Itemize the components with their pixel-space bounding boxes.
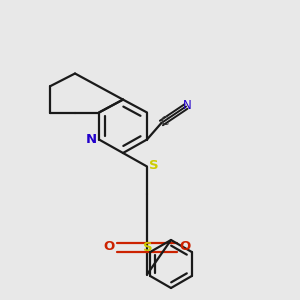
Text: C: C — [160, 115, 169, 128]
Text: S: S — [143, 241, 153, 254]
Text: O: O — [104, 240, 115, 253]
Text: S: S — [149, 159, 158, 172]
Text: N: N — [183, 99, 192, 112]
Text: O: O — [179, 240, 190, 253]
Text: N: N — [86, 133, 97, 146]
